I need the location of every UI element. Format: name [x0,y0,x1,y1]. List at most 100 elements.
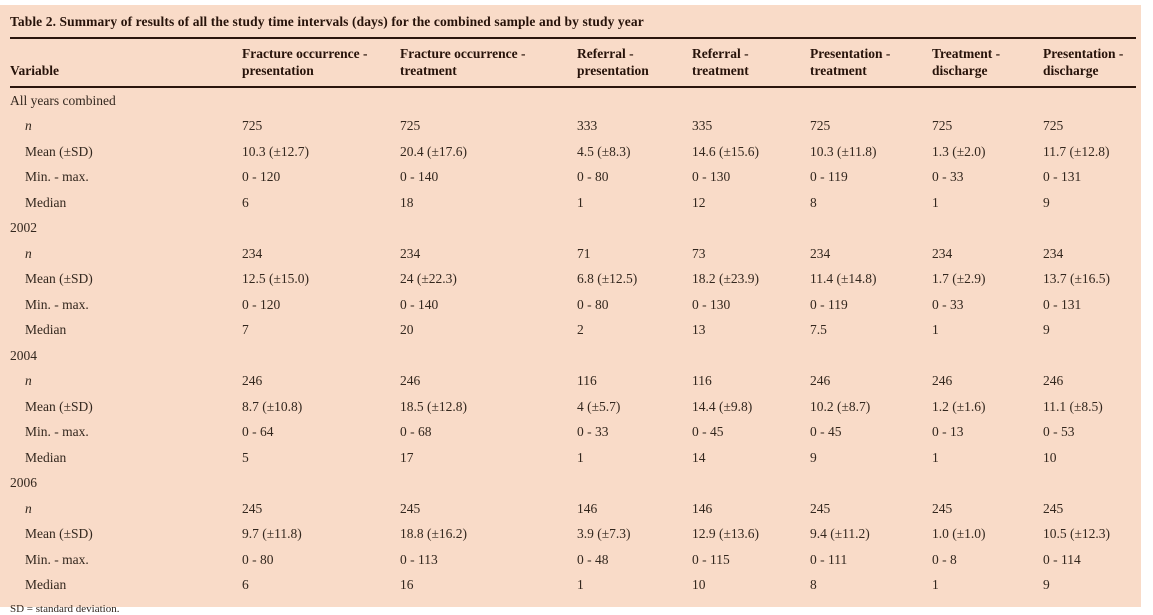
cell: 725 [1043,118,1064,134]
cell: 8 [810,194,817,210]
cell: 246 [810,373,831,389]
column-header-5: Presentation - treatment [810,39,932,88]
cell: 0 - 119 [810,169,848,185]
cell: 116 [577,373,597,389]
cell: 246 [932,373,953,389]
cell: 6 [242,194,249,210]
cell: 0 - 140 [400,169,439,185]
section-label: 2004 [10,347,37,363]
cell: 16 [400,577,414,593]
cell: 0 - 120 [242,296,281,312]
cell: 1.3 (±2.0) [932,143,986,159]
row-label: Min. - max. [25,296,89,312]
stat-row: n 725 725 333 335 725 725 725 [10,113,1136,138]
table-inner: Table 2. Summary of results of all the s… [0,5,1141,615]
column-header-6: Treatment - discharge [932,39,1043,88]
stat-row: n 246 246 116 116 246 246 246 [10,368,1136,393]
cell: 11.4 (±14.8) [810,271,877,287]
cell: 1 [932,577,939,593]
cell: 245 [810,500,831,516]
cell: 335 [692,118,713,134]
cell: 0 - 80 [577,169,609,185]
cell: 4.5 (±8.3) [577,143,631,159]
cell: 0 - 33 [577,424,609,440]
cell: 234 [932,245,953,261]
section-label: All years combined [10,92,116,108]
cell: 17 [400,449,414,465]
cell: 245 [1043,500,1064,516]
cell: 0 - 8 [932,551,957,567]
cell: 12 [692,194,706,210]
cell: 725 [810,118,831,134]
cell: 4 (±5.7) [577,398,621,414]
cell: 3.9 (±7.3) [577,526,631,542]
header-row: Variable Fracture occurrence - presentati… [10,39,1136,88]
section-label: 2006 [10,475,37,491]
column-header-7: Presentation - discharge [1043,39,1136,88]
cell: 14.6 (±15.6) [692,143,760,159]
cell: 9.4 (±11.2) [810,526,870,542]
section-row: All years combined [10,87,1136,113]
column-header-4: Referral - treatment [692,39,810,88]
cell: 1 [577,449,584,465]
cell: 246 [1043,373,1064,389]
cell: 9 [1043,577,1050,593]
cell: 725 [400,118,421,134]
stat-row: Min. - max. 0 - 80 0 - 113 0 - 48 0 - 115 0 -… [10,546,1136,571]
cell: 24 (±22.3) [400,271,457,287]
stat-row: Median 6 18 1 12 8 1 9 [10,190,1136,215]
row-label: Median [25,194,67,210]
cell: 10.5 (±12.3) [1043,526,1111,542]
cell: 1.7 (±2.9) [932,271,986,287]
cell: 725 [932,118,953,134]
row-label: Min. - max. [25,424,89,440]
cell: 18 [400,194,414,210]
row-label: Median [25,577,67,593]
summary-table: Variable Fracture occurrence - presentati… [10,39,1136,597]
cell: 18.8 (±16.2) [400,526,468,542]
cell: 18.5 (±12.8) [400,398,468,414]
stat-row: Mean (±SD) 8.7 (±10.8) 18.5 (±12.8) 4 (±5.7… [10,394,1136,419]
stat-row: Min. - max. 0 - 120 0 - 140 0 - 80 0 - 130 0 … [10,164,1136,189]
cell: 146 [692,500,713,516]
row-label: Mean (±SD) [25,526,93,542]
row-label: Mean (±SD) [25,398,93,414]
column-header-1: Fracture occurrence - presentation [242,39,400,88]
stat-row: Mean (±SD) 9.7 (±11.8) 18.8 (±16.2) 3.9 (±7… [10,521,1136,546]
cell: 0 - 120 [242,169,281,185]
stat-row: n 234 234 71 73 234 234 234 [10,241,1136,266]
cell: 1.2 (±1.6) [932,398,986,414]
row-label: Median [25,322,67,338]
cell: 6 [242,577,249,593]
cell: 0 - 53 [1043,424,1075,440]
cell: 8 [810,577,817,593]
cell: 1 [577,194,584,210]
cell: 116 [692,373,712,389]
cell: 1 [932,322,939,338]
stat-row: Median 6 16 1 10 8 1 9 [10,572,1136,597]
row-label: n [25,373,32,389]
stat-row: Min. - max. 0 - 120 0 - 140 0 - 80 0 - 130 0 … [10,292,1136,317]
cell: 9 [1043,322,1050,338]
table-caption: Table 2. Summary of results of all the s… [10,14,1136,39]
cell: 0 - 140 [400,296,439,312]
cell: 0 - 131 [1043,169,1082,185]
cell: 1.0 (±1.0) [932,526,986,542]
cell: 0 - 33 [932,169,964,185]
cell: 2 [577,322,584,338]
row-label: n [25,118,32,134]
cell: 10 [692,577,706,593]
row-label: Mean (±SD) [25,271,93,287]
cell: 0 - 80 [577,296,609,312]
cell: 0 - 111 [810,551,848,567]
cell: 12.9 (±13.6) [692,526,760,542]
cell: 9 [1043,194,1050,210]
cell: 0 - 45 [810,424,842,440]
cell: 18.2 (±23.9) [692,271,760,287]
cell: 725 [242,118,263,134]
cell: 245 [932,500,953,516]
cell: 0 - 33 [932,296,964,312]
cell: 14.4 (±9.8) [692,398,753,414]
column-header-3: Referral - presentation [577,39,692,88]
cell: 20.4 (±17.6) [400,143,468,159]
